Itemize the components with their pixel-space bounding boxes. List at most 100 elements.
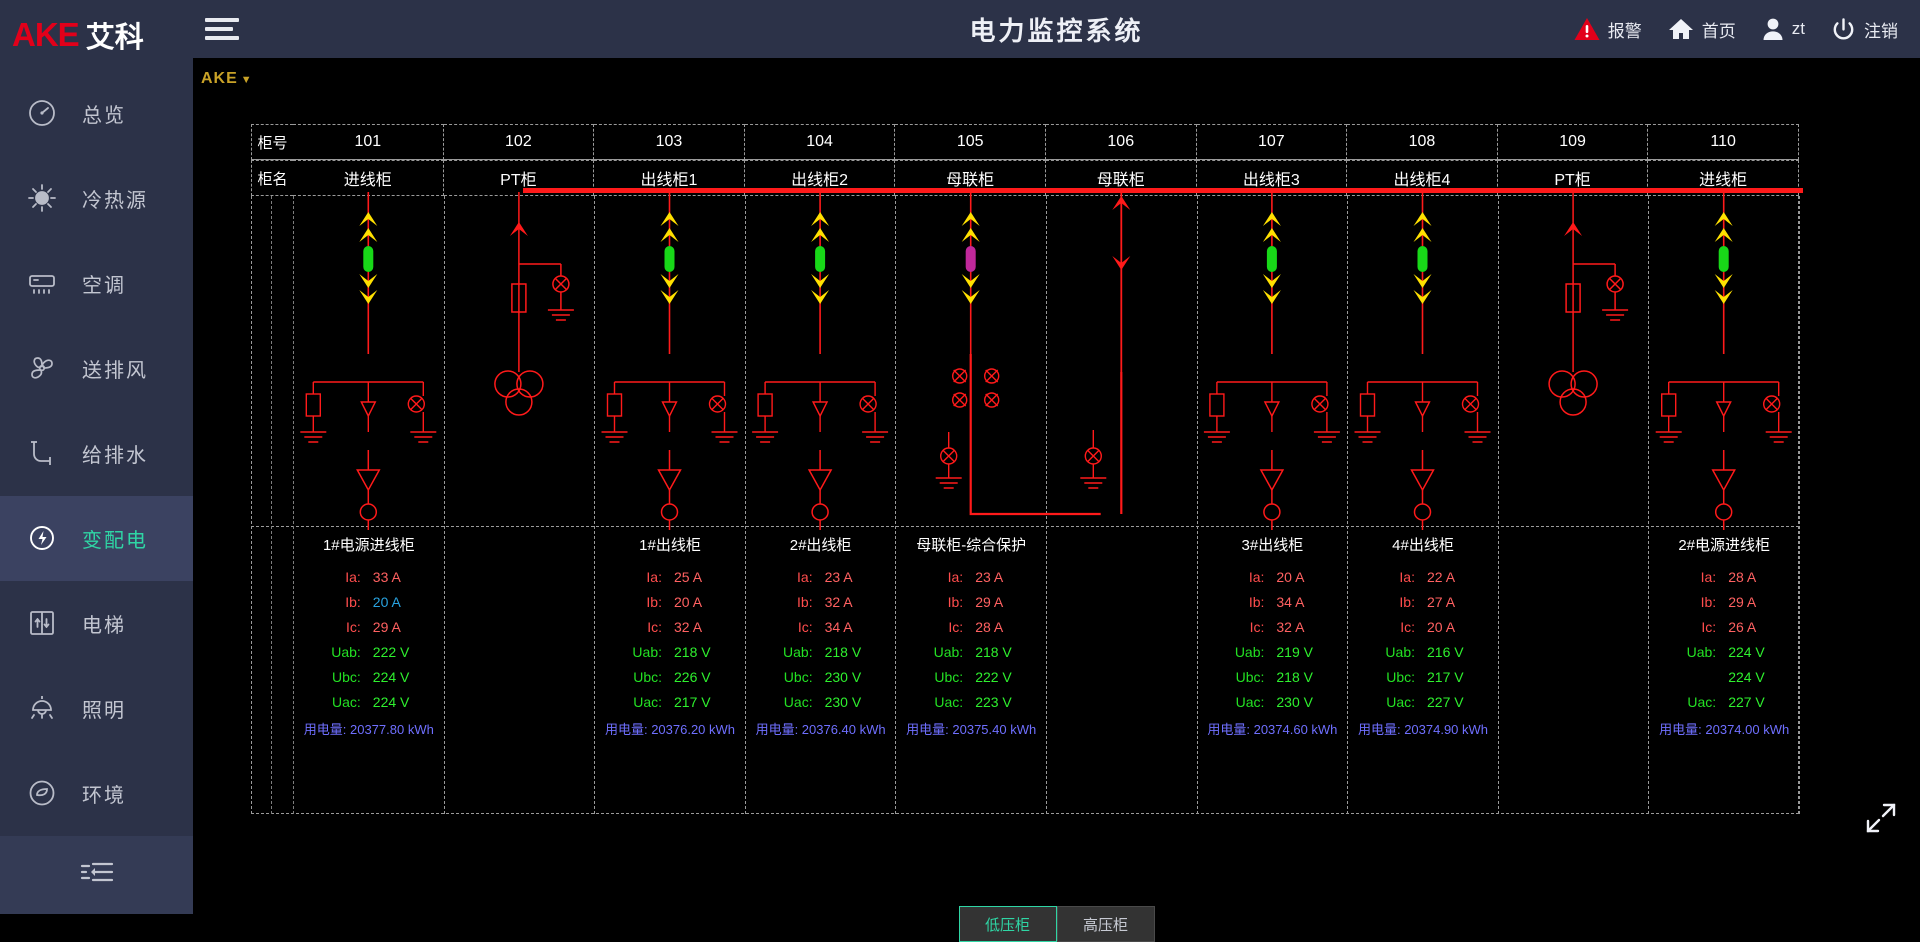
- measurement-label: Uac:: [1386, 694, 1415, 710]
- sidebar-item-7[interactable]: 电梯: [0, 581, 193, 666]
- measurement-value: 217 V: [674, 694, 711, 710]
- cabinet-number-cell[interactable]: 106: [1045, 124, 1197, 160]
- measurement-row: Ic: 26 A: [1647, 619, 1802, 635]
- measurement-value: 223 V: [975, 694, 1012, 710]
- cabinet-data-block: 1#电源进线柜 Ia: 33 A Ib: 20 A Ic: 29 A Uab: 222 V Ubc…: [291, 534, 446, 738]
- tab-2[interactable]: 高压柜: [1056, 906, 1155, 942]
- gauge-icon: [20, 91, 64, 135]
- sidebar-item-4[interactable]: 送排风: [0, 326, 193, 411]
- row-label-name: 柜名: [251, 160, 293, 196]
- measurement-label: Uac:: [1235, 694, 1265, 710]
- measurement-row: Uac: 223 V: [894, 694, 1049, 710]
- measurement-row: Ubc: 230 V: [743, 669, 898, 685]
- busbar-left: [523, 188, 1193, 193]
- sidebar-item-label: 给排水: [82, 444, 148, 467]
- cabinet-number-cell[interactable]: 102: [443, 124, 595, 160]
- measurement-label: Uac:: [633, 694, 662, 710]
- cabinet-number-cell[interactable]: 107: [1196, 124, 1348, 160]
- measurement-row: Uab: 222 V: [291, 644, 446, 660]
- hamburger-icon[interactable]: [205, 18, 261, 40]
- alarm-warning-icon: [1574, 17, 1600, 41]
- measurement-row: Ib: 27 A: [1346, 594, 1501, 610]
- measurement-label: Ia:: [947, 569, 964, 585]
- ac-icon: [20, 261, 64, 305]
- cabinet-number-row: 柜号 101 102 103 104 105 106 107 108 109 110: [251, 124, 1799, 160]
- sidebar-item-1[interactable]: 总览: [0, 71, 193, 156]
- measurement-value: 34 A: [1276, 594, 1305, 610]
- energy-value: 用电量: 20374.00 kWh: [1659, 722, 1790, 737]
- sidebar-item-label: 总览: [82, 104, 126, 127]
- measurement-value: 226 V: [674, 669, 711, 685]
- column-separator: [895, 196, 897, 814]
- cabinet-number-cell[interactable]: 103: [594, 124, 745, 160]
- sidebar-item-6[interactable]: 变配电: [0, 495, 193, 581]
- sidebar-item-label: 空调: [82, 274, 126, 297]
- measurement-label: Uac:: [934, 694, 964, 710]
- measurement-label: Ia:: [646, 569, 662, 585]
- measurement-label: Ia:: [1399, 569, 1415, 585]
- cabinet-data-title: 4#出线柜: [1392, 537, 1454, 554]
- fullscreen-expand-icon[interactable]: [1864, 801, 1898, 840]
- sidebar-item-3[interactable]: 空调: [0, 241, 193, 326]
- power-icon: [20, 516, 64, 560]
- measurement-row: Ic: 28 A: [894, 619, 1049, 635]
- logout-button[interactable]: 注销: [1831, 17, 1898, 42]
- measurement-row: Uac: 217 V: [593, 694, 748, 710]
- cabinet-number-cell[interactable]: 105: [895, 124, 1046, 160]
- measurement-value: 33 A: [372, 569, 401, 585]
- sidebar-item-9[interactable]: 环境: [0, 751, 193, 836]
- alarm-label: 报警: [1607, 21, 1642, 41]
- measurement-row: Ic: 20 A: [1346, 619, 1501, 635]
- column-separator: [1497, 196, 1499, 814]
- measurement-label: Uab:: [632, 644, 662, 660]
- home-button[interactable]: 首页: [1668, 17, 1736, 42]
- alarm-button[interactable]: 报警: [1574, 17, 1642, 42]
- measurement-row: Uab: 224 V: [1647, 644, 1802, 660]
- measurement-value: 218 V: [975, 644, 1012, 660]
- measurement-label: Ubc:: [633, 669, 662, 685]
- sidebar-item-2[interactable]: 冷热源: [0, 156, 193, 241]
- measurement-value: 32 A: [674, 619, 703, 635]
- energy-value: 用电量: 20376.40 kWh: [755, 722, 886, 737]
- measurement-label: Ic:: [948, 619, 964, 635]
- measurement-label: Uab:: [783, 644, 813, 660]
- breadcrumb[interactable]: AKE ▼: [193, 58, 1920, 88]
- cabinet-name-cell[interactable]: 进线柜: [293, 160, 444, 196]
- cabinet-number-cell[interactable]: 104: [744, 124, 896, 160]
- sun-icon: [20, 176, 64, 220]
- hamburger-line: [205, 36, 239, 40]
- diagram-divider: [251, 526, 1799, 527]
- breadcrumb-label: AKE: [201, 70, 238, 87]
- measurement-row: Uab: 216 V: [1346, 644, 1501, 660]
- measurement-label: Ia:: [345, 569, 361, 585]
- measurement-row: Ic: 32 A: [1195, 619, 1350, 635]
- cabinet-data-title: 1#电源进线柜: [322, 537, 415, 554]
- measurement-value: 29 A: [975, 594, 1004, 610]
- measurement-row: Ib: 29 A: [894, 594, 1049, 610]
- logout-label: 注销: [1864, 21, 1898, 41]
- tab-1[interactable]: 低压柜: [958, 906, 1057, 942]
- measurement-label: Uac:: [332, 694, 361, 710]
- cabinet-number-cell[interactable]: 110: [1648, 124, 1799, 160]
- measurement-value: 218 V: [674, 644, 711, 660]
- measurement-row: Ia: 23 A: [894, 569, 1049, 585]
- measurement-value: 20 A: [372, 594, 401, 610]
- sidebar-collapse-button[interactable]: [0, 835, 193, 914]
- measurement-row: Ic: 32 A: [593, 619, 748, 635]
- measurement-label: Ib:: [646, 594, 662, 610]
- cabinet-number-cell[interactable]: 101: [293, 124, 444, 160]
- sidebar-item-label: 送排风: [82, 359, 148, 382]
- sidebar-item-5[interactable]: 给排水: [0, 411, 193, 496]
- measurement-label: Ib:: [1399, 594, 1415, 610]
- cabinet-number-cell[interactable]: 109: [1497, 124, 1649, 160]
- sidebar-item-label: 电梯: [82, 614, 126, 637]
- sidebar-item-label: 照明: [82, 699, 126, 722]
- measurement-value: 227 V: [1728, 694, 1765, 710]
- user-button[interactable]: zt: [1762, 17, 1805, 41]
- header-actions: 报警 首页 zt: [1574, 17, 1920, 42]
- cabinet-name-row: 柜名 进线柜 PT柜 出线柜1 出线柜2 母联柜 母联柜 出线柜3 出线柜4 PT柜 进线柜: [251, 160, 1799, 196]
- cabinet-number-cell[interactable]: 108: [1347, 124, 1498, 160]
- sidebar-item-8[interactable]: 照明: [0, 666, 193, 751]
- cabinet-data-block: 2#出线柜 Ia: 23 A Ib: 32 A Ic: 34 A Uab: 218 V Ubc: 2…: [743, 534, 898, 738]
- measurement-label: Ic:: [647, 619, 662, 635]
